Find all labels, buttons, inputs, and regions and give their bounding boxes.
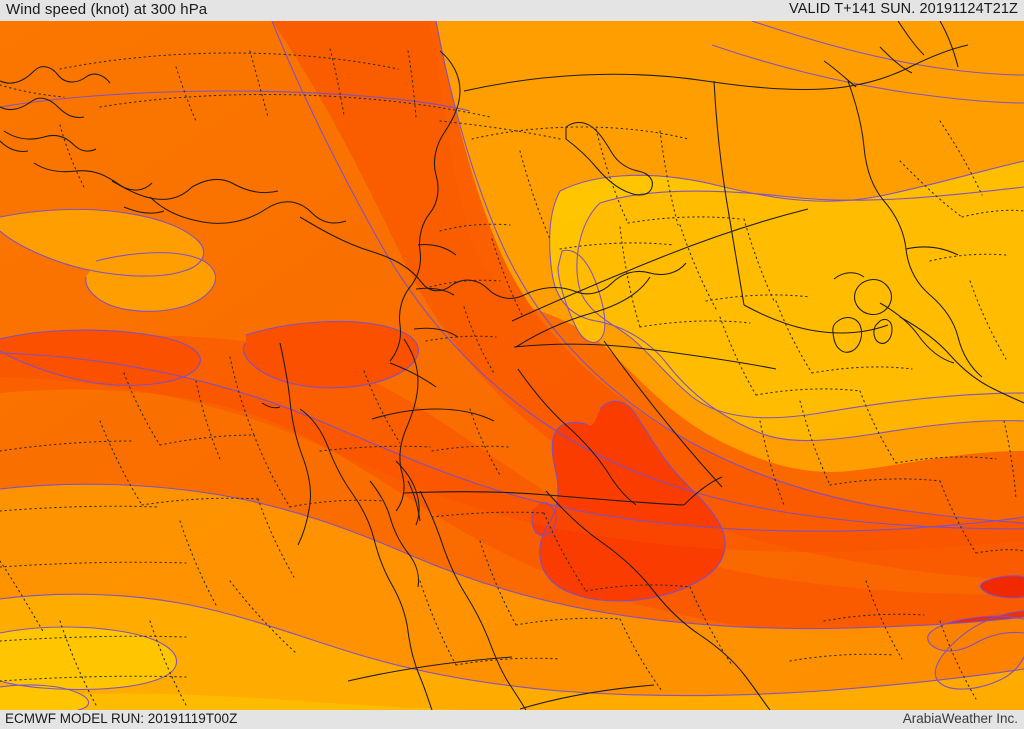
isotach-sliver-jordan	[558, 250, 605, 343]
national-borders-layer	[347, 21, 983, 710]
isotach-band-105-arabia	[0, 335, 1024, 642]
isotach-streak-med-2	[243, 321, 419, 388]
map-canvas	[0, 21, 1024, 710]
isotach-max-130-east-upper	[980, 575, 1024, 598]
isotach-contours	[0, 21, 1024, 710]
isotach-band-65-south-edge	[0, 693, 470, 710]
isotach-band-60-core	[576, 187, 1024, 418]
model-run-label: ECMWF MODEL RUN: 20191119T00Z	[5, 711, 238, 726]
provincial-borders-layer	[0, 48, 1024, 706]
header-bar: Wind speed (knot) at 300 hPa VALID T+141…	[0, 0, 1024, 21]
isotach-max-120-jetcore	[539, 401, 726, 601]
forecast-map[interactable]	[0, 21, 1024, 710]
isotach-streak-med-1	[0, 330, 201, 386]
map-tone-overlay	[0, 21, 1024, 710]
isotach-band-100-levant	[272, 21, 1024, 581]
valid-time-label: VALID T+141 SUN. 20191124T21Z	[789, 1, 1018, 17]
credit-label: ArabiaWeather Inc.	[902, 711, 1018, 726]
isotach-oval-aegean-2	[85, 252, 216, 312]
page-title: Wind speed (knot) at 300 hPa	[6, 1, 208, 18]
footer-bar: ECMWF MODEL RUN: 20191119T00Z ArabiaWeat…	[0, 710, 1024, 729]
isotach-band-70-south	[0, 594, 1024, 710]
isotach-streak-med-3	[0, 353, 1024, 552]
isotach-band-65-sw	[0, 627, 177, 690]
coastlines-layer	[0, 50, 1024, 710]
